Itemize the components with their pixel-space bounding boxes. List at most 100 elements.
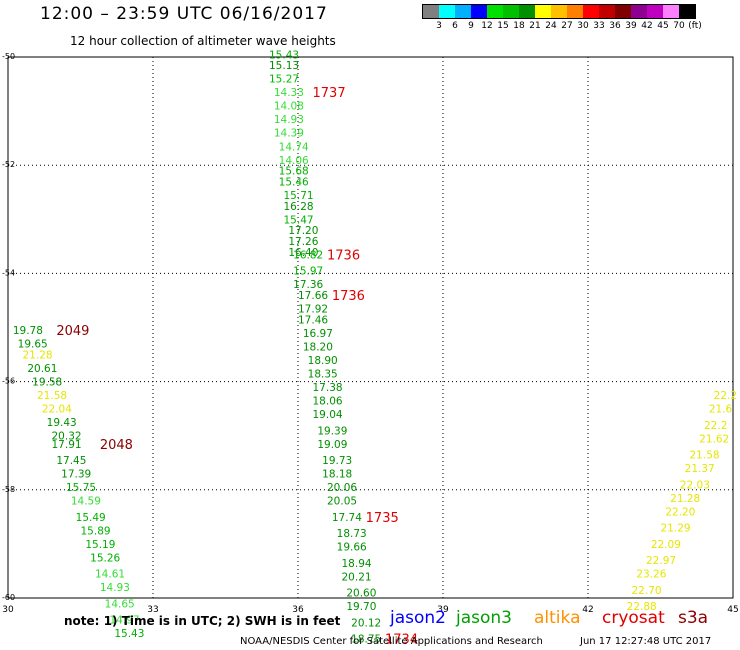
color-swatch xyxy=(647,5,663,18)
wave-height-label: 20.60 xyxy=(346,588,376,600)
color-legend: 3 6 9 12 15 18 21 24 27 30 33 36 39 42 45 70 (ft) xyxy=(422,4,702,33)
wave-height-label: 14.06 xyxy=(279,155,309,167)
wave-height-label: 14.65 xyxy=(105,598,135,610)
wave-height-label: 21.6 xyxy=(709,404,733,416)
color-legend-label: 70 xyxy=(673,21,685,31)
pass-time-label: 1736 xyxy=(332,289,365,304)
color-legend-label: 39 xyxy=(625,21,637,31)
wave-height-label: 20.61 xyxy=(27,363,57,375)
y-tick-label: -60 xyxy=(2,593,15,602)
wave-height-label: 15.46 xyxy=(279,176,309,188)
satellite-label-jason3: jason3 xyxy=(456,608,512,628)
pass-time-label: 2049 xyxy=(56,324,89,339)
chart-title: 12:00 – 23:59 UTC 06/16/2017 xyxy=(40,4,328,24)
wave-height-label: 15.89 xyxy=(81,525,111,537)
wave-height-label: 14.33 xyxy=(274,87,304,99)
color-legend-label: 24 xyxy=(545,21,557,31)
color-swatch xyxy=(679,5,695,18)
wave-height-label: 20.12 xyxy=(351,617,381,629)
y-tick-label: -52 xyxy=(2,160,15,169)
wave-height-label: 17.39 xyxy=(61,469,91,481)
wave-height-label: 22.03 xyxy=(680,479,710,491)
wave-height-label: 15.47 xyxy=(284,214,314,226)
wave-height-label: 19.43 xyxy=(47,417,77,429)
pass-time-label: 1734 xyxy=(385,633,418,648)
x-tick-label: 30 xyxy=(2,605,14,615)
color-swatch xyxy=(583,5,599,18)
color-legend-label: 42 xyxy=(641,21,653,31)
color-legend-label: 18 xyxy=(513,21,525,31)
color-legend-label: 21 xyxy=(529,21,541,31)
color-swatch xyxy=(551,5,567,18)
wave-height-label: 15.49 xyxy=(76,512,106,524)
color-swatch xyxy=(599,5,615,18)
color-legend-label: (ft) xyxy=(688,21,702,31)
color-swatch xyxy=(439,5,455,18)
wave-height-label: 19.58 xyxy=(32,377,62,389)
wave-height-label: 16.28 xyxy=(284,201,314,213)
color-swatch xyxy=(487,5,503,18)
wave-height-label: 19.66 xyxy=(337,542,367,554)
color-legend-label: 12 xyxy=(481,21,493,31)
color-swatch xyxy=(615,5,631,18)
pass-time-label: 1736 xyxy=(327,248,360,263)
color-legend-label: 6 xyxy=(452,21,458,31)
x-tick-label: 45 xyxy=(727,605,738,615)
pass-time-label: 2048 xyxy=(100,438,133,453)
wave-height-label: 21.58 xyxy=(37,390,67,402)
wave-height-label: 18.20 xyxy=(303,341,333,353)
wave-height-label: 15.71 xyxy=(284,190,314,202)
wave-height-label: 17.66 xyxy=(298,290,328,302)
timestamp-text: Jun 17 12:27:48 UTC 2017 xyxy=(580,636,712,647)
wave-height-label: 19.78 xyxy=(13,325,43,337)
color-swatch xyxy=(567,5,583,18)
wave-height-label: 22.2 xyxy=(714,390,737,402)
wave-height-label: 15.43 xyxy=(269,49,299,61)
x-tick-label: 39 xyxy=(437,605,449,615)
wave-height-label: 15.27 xyxy=(269,74,299,86)
wave-height-label: 14.97 xyxy=(110,615,140,627)
wave-height-label: 18.35 xyxy=(308,368,338,380)
wave-height-label: 15.75 xyxy=(66,482,96,494)
wave-height-label: 18.73 xyxy=(337,528,367,540)
wave-height-label: 20.06 xyxy=(327,482,357,494)
satellite-label-jason2: jason2 xyxy=(390,608,446,628)
wave-height-label: 19.70 xyxy=(346,601,376,613)
wave-height-label: 22.97 xyxy=(646,555,676,567)
wave-height-label: 15.43 xyxy=(114,628,144,640)
wave-height-label: 15.19 xyxy=(85,539,115,551)
color-legend-label: 27 xyxy=(561,21,573,31)
wave-height-label: 17.20 xyxy=(288,225,318,237)
wave-height-label: 21.28 xyxy=(670,493,700,505)
wave-height-label: 22.09 xyxy=(651,539,681,551)
wave-height-label: 17.26 xyxy=(288,236,318,248)
wave-height-label: 18.18 xyxy=(322,469,352,481)
wave-height-label: 17.92 xyxy=(298,304,328,316)
wave-height-label: 18.06 xyxy=(313,396,343,408)
plot-frame xyxy=(7,56,734,599)
wave-height-label: 14.74 xyxy=(279,141,309,153)
color-swatch xyxy=(471,5,487,18)
wave-height-label: 17.38 xyxy=(313,382,343,394)
wave-height-label: 22.04 xyxy=(42,404,72,416)
color-legend-label: 15 xyxy=(497,21,509,31)
wave-height-label: 18.90 xyxy=(308,355,338,367)
wave-height-label: 17.45 xyxy=(56,455,86,467)
chart-subtitle: 12 hour collection of altimeter wave hei… xyxy=(70,34,336,48)
color-legend-labels: 3 6 9 12 15 18 21 24 27 30 33 36 39 42 45 70 (ft) xyxy=(422,19,702,33)
x-tick-label: 33 xyxy=(147,605,158,615)
wave-height-label: 17.36 xyxy=(293,279,323,291)
color-swatch xyxy=(423,5,439,18)
wave-height-label: 19.73 xyxy=(322,455,352,467)
wave-height-label: 14.08 xyxy=(274,101,304,113)
credit-text: NOAA/NESDIS Center for Satellite Applica… xyxy=(240,636,543,647)
y-tick-label: -54 xyxy=(2,268,15,277)
y-tick-label: -58 xyxy=(2,485,15,494)
color-legend-label: 33 xyxy=(593,21,605,31)
wave-height-label: 17.46 xyxy=(298,314,328,326)
color-legend-label: 30 xyxy=(577,21,589,31)
wave-height-label: 15.68 xyxy=(279,166,309,178)
wave-height-label: 14.61 xyxy=(95,569,125,581)
wave-height-label: 14.93 xyxy=(100,582,130,594)
